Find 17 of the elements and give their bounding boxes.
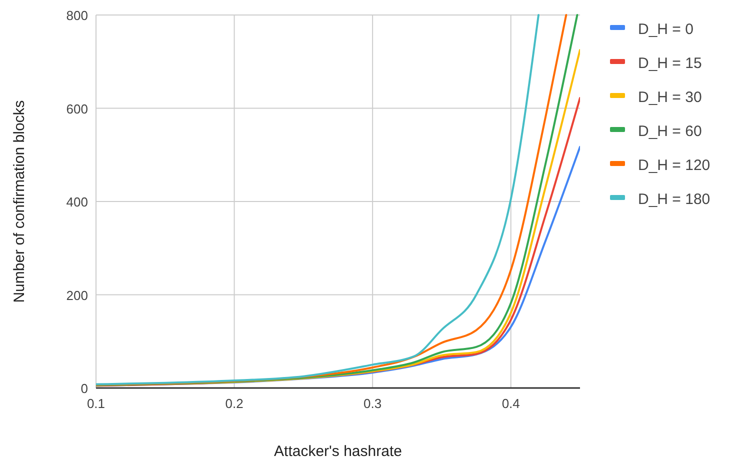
y-tick-label: 0 (80, 381, 88, 396)
x-tick-label: 0.2 (225, 396, 244, 411)
x-axis-title: Attacker's hashrate (274, 443, 402, 460)
legend-label: D_H = 0 (638, 21, 694, 38)
y-axis-title: Number of confirmation blocks (11, 100, 28, 303)
legend-label: D_H = 120 (638, 157, 710, 174)
legend-label: D_H = 15 (638, 55, 702, 72)
legend-label: D_H = 60 (638, 123, 702, 140)
x-tick-label: 0.3 (364, 396, 382, 411)
legend-label: D_H = 180 (638, 191, 710, 208)
y-tick-label: 800 (66, 8, 88, 23)
y-tick-label: 200 (66, 288, 88, 303)
y-tick-label: 600 (66, 101, 88, 116)
x-tick-label: 0.4 (502, 396, 520, 411)
legend-label: D_H = 30 (638, 89, 702, 106)
x-tick-label: 0.1 (86, 396, 106, 411)
y-tick-label: 400 (66, 194, 88, 210)
